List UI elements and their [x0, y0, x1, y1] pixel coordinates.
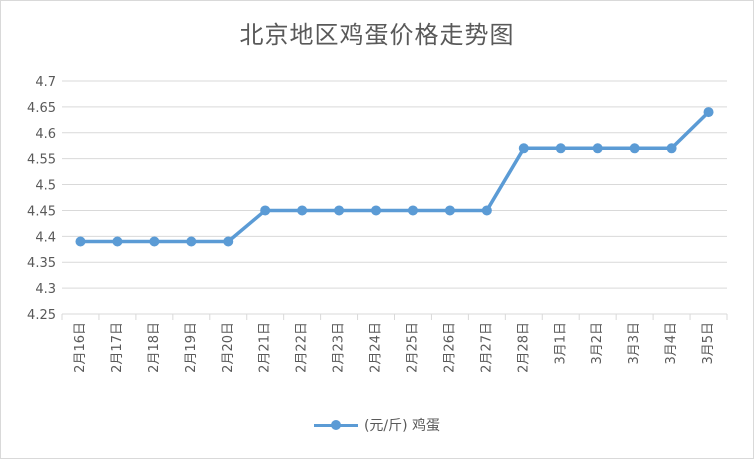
x-tick-label: 2月16日 — [73, 322, 88, 373]
x-tick-label: 2月25日 — [405, 322, 420, 373]
x-tick-label: 3月1日 — [553, 322, 568, 365]
data-point — [444, 205, 455, 216]
y-tick-label: 4.4 — [35, 230, 56, 245]
data-point — [629, 143, 640, 154]
y-tick-label: 4.3 — [35, 282, 56, 297]
data-point — [223, 236, 234, 247]
x-tick-label: 3月5日 — [701, 322, 716, 365]
x-tick-label: 3月4日 — [664, 322, 679, 365]
chart-title: 北京地区鸡蛋价格走势图 — [239, 21, 515, 49]
data-point — [407, 205, 418, 216]
y-tick-label: 4.5 — [35, 179, 56, 194]
y-tick-label: 4.6 — [35, 127, 56, 142]
x-tick-label: 2月28日 — [516, 322, 531, 373]
x-tick-label: 2月19日 — [184, 322, 199, 373]
data-point — [75, 236, 86, 247]
data-point — [112, 236, 123, 247]
x-tick-label: 2月18日 — [147, 322, 162, 373]
data-point — [592, 143, 603, 154]
y-tick-label: 4.55 — [27, 153, 56, 168]
x-tick-label: 2月23日 — [332, 322, 347, 373]
data-point — [518, 143, 529, 154]
x-tick-label: 2月27日 — [479, 322, 494, 373]
data-point — [555, 143, 566, 154]
y-tick-label: 4.7 — [35, 75, 56, 90]
y-tick-label: 4.65 — [27, 101, 56, 116]
y-tick-label: 4.45 — [27, 204, 56, 219]
data-point — [703, 107, 714, 118]
x-tick-label: 3月3日 — [627, 322, 642, 365]
data-point — [666, 143, 677, 154]
data-point — [481, 205, 492, 216]
legend-label: (元/斤) 鸡蛋 — [363, 418, 441, 434]
x-tick-label: 2月17日 — [110, 322, 125, 373]
legend: (元/斤) 鸡蛋 — [1, 415, 753, 435]
x-tick-label: 3月2日 — [590, 322, 605, 365]
data-point — [260, 205, 271, 216]
x-tick-label: 2月21日 — [258, 322, 273, 373]
legend-marker — [313, 418, 358, 432]
x-tick-label: 2月24日 — [369, 322, 384, 373]
series-line — [80, 110, 710, 244]
data-point — [186, 236, 197, 247]
x-tick-label: 2月20日 — [221, 322, 236, 373]
x-tick-label: 2月26日 — [442, 322, 457, 373]
data-point — [371, 205, 382, 216]
data-point — [334, 205, 345, 216]
y-tick-label: 4.25 — [27, 308, 56, 323]
data-point — [297, 205, 308, 216]
y-tick-label: 4.35 — [27, 256, 56, 271]
data-point — [149, 236, 160, 247]
x-tick-label: 2月22日 — [295, 322, 310, 373]
